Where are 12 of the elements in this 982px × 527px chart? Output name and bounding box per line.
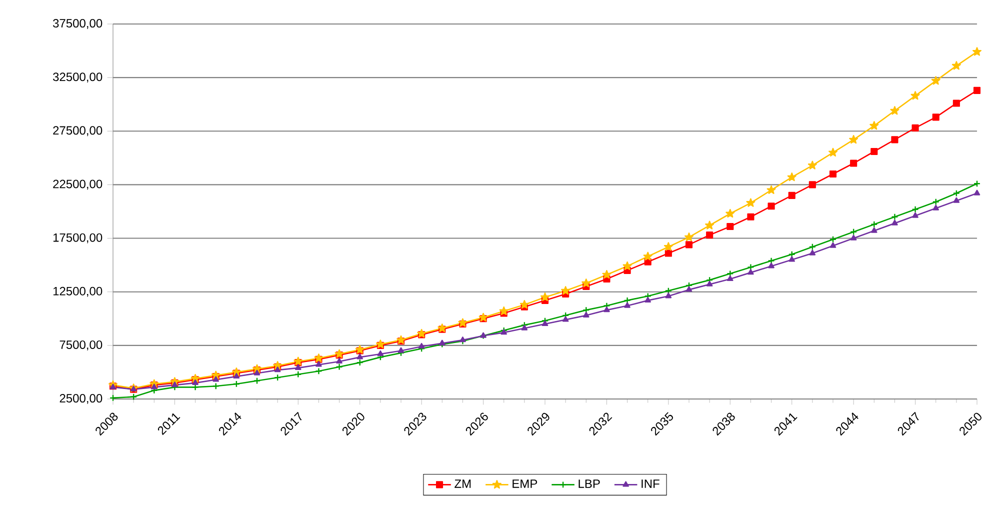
y-tick-label: 37500,00: [53, 19, 102, 29]
legend-label: ZM: [454, 480, 471, 488]
y-tick-label: 12500,00: [53, 286, 102, 297]
y-tick-label: 17500,00: [53, 233, 102, 244]
y-tick-label: 27500,00: [53, 126, 102, 136]
legend-label: EMP: [512, 480, 538, 488]
y-tick-label: 7500,00: [60, 340, 102, 350]
y-tick-label: 22500,00: [53, 180, 102, 190]
legend-label: LBP: [578, 480, 600, 488]
y-tick-label: 32500,00: [53, 72, 102, 83]
y-tick-label: 2500,00: [60, 394, 102, 404]
legend-label: INF: [642, 480, 660, 488]
